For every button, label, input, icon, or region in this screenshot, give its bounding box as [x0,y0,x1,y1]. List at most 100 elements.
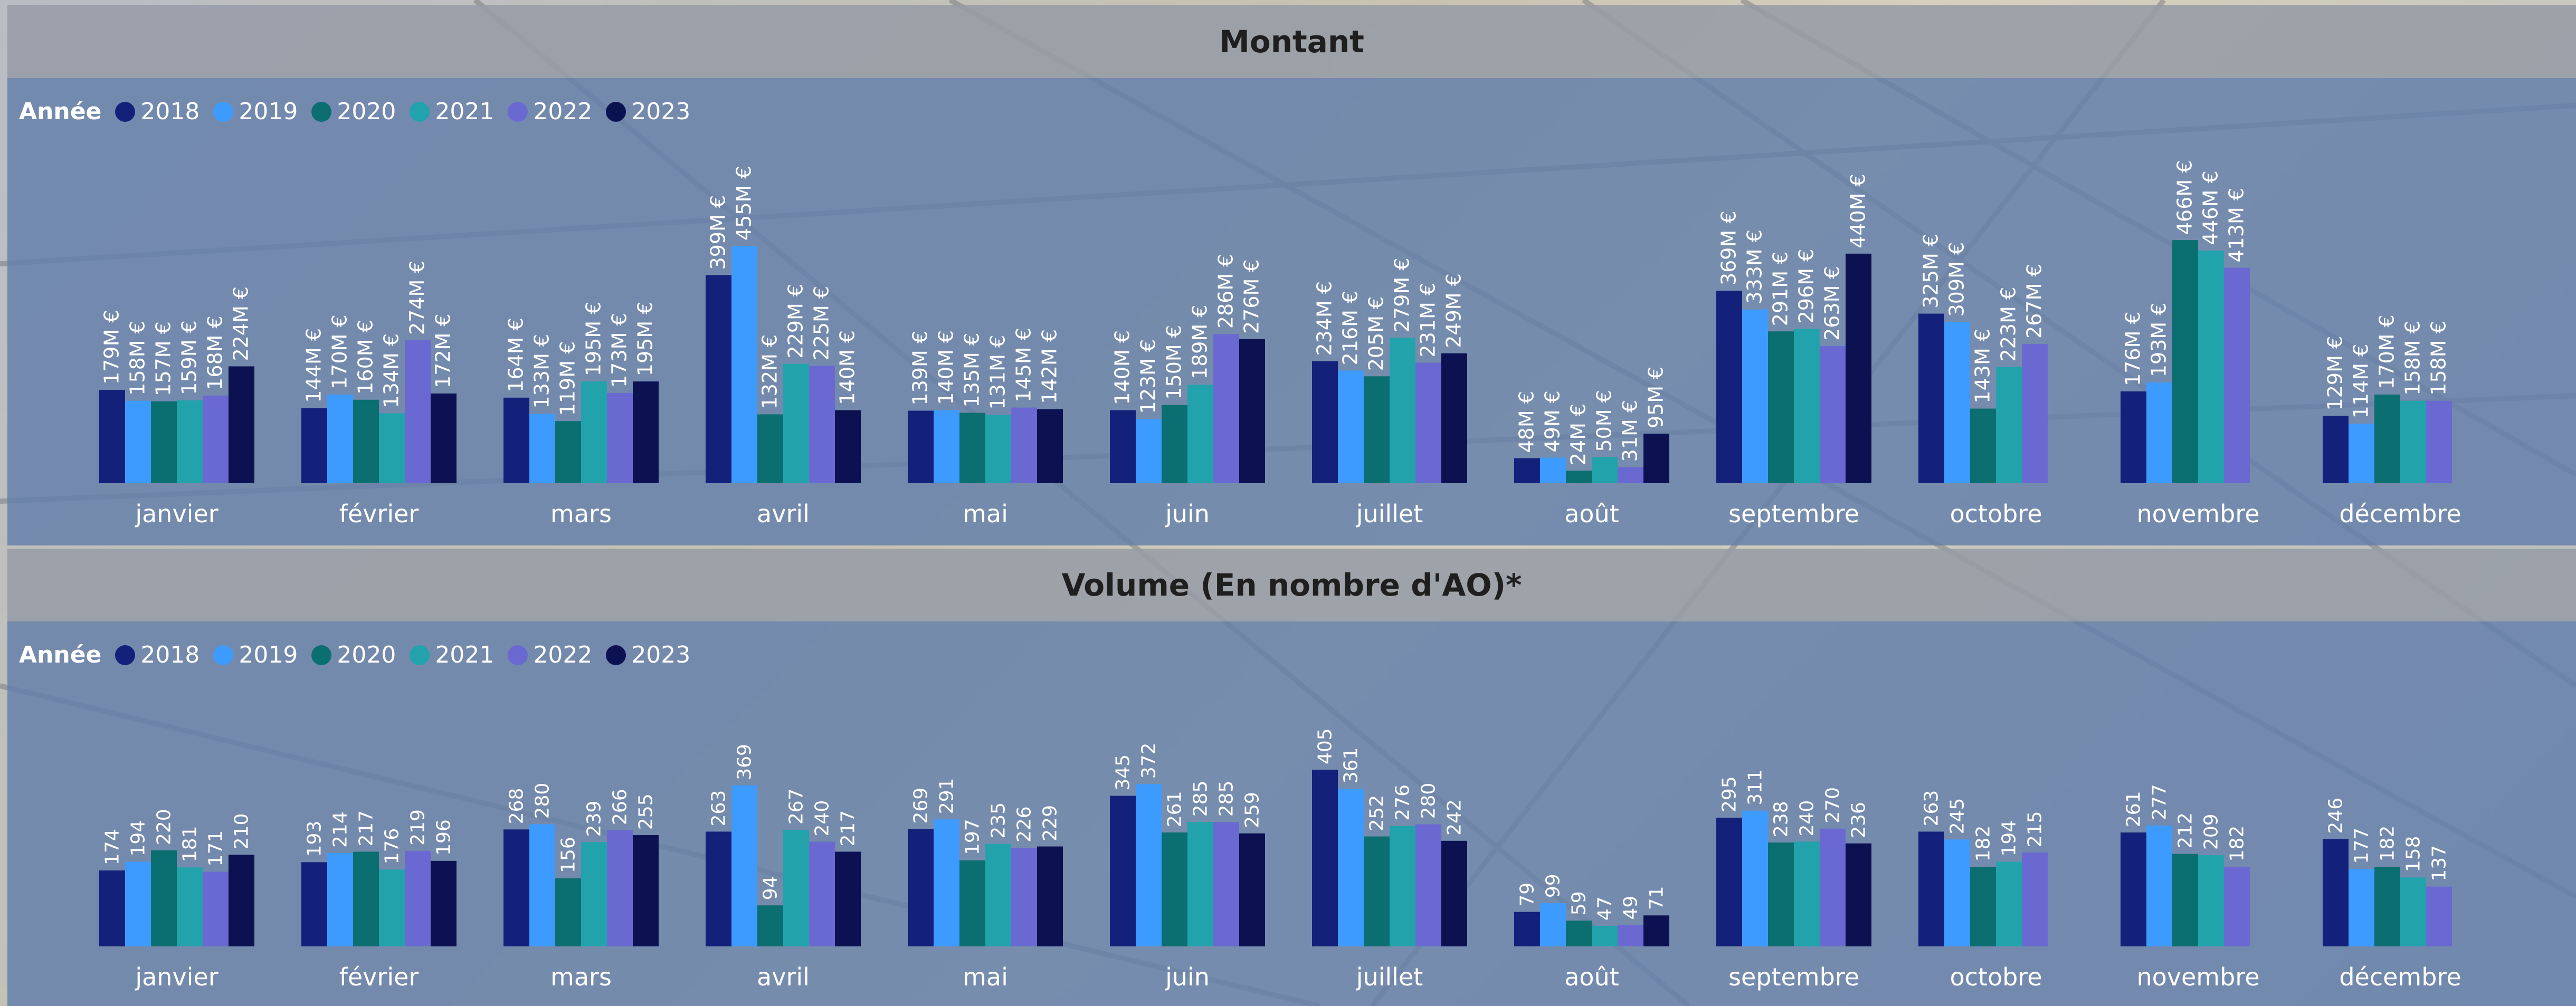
bar-2019-avril[interactable] [731,785,757,946]
bar-2019-janvier[interactable] [125,861,151,946]
bar-2022-juin[interactable] [1213,334,1239,483]
bar-2022-octobre[interactable] [2022,852,2048,946]
bar-2022-janvier[interactable] [203,395,229,483]
bar-2020-mars[interactable] [555,421,581,483]
bar-2018-août[interactable] [1514,912,1540,946]
bar-2018-octobre[interactable] [1918,831,1944,946]
bar-2023-février[interactable] [431,393,457,483]
bar-2019-novembre[interactable] [2146,382,2172,483]
bar-2018-août[interactable] [1514,458,1540,483]
bar-2018-juillet[interactable] [1312,770,1338,946]
bar-2019-mai[interactable] [934,410,959,483]
bar-2021-septembre[interactable] [1794,329,1820,483]
bar-2019-juin[interactable] [1136,419,1162,483]
bar-2020-août[interactable] [1566,471,1592,483]
bar-2022-novembre[interactable] [2224,867,2250,946]
legend-item-2022[interactable]: 2022 [508,641,592,668]
bar-2020-décembre[interactable] [2374,867,2400,946]
bar-2018-novembre[interactable] [2121,391,2146,483]
bar-2020-novembre[interactable] [2172,240,2198,483]
bar-2021-mars[interactable] [581,842,607,946]
bar-2020-juin[interactable] [1162,405,1187,483]
bar-2022-octobre[interactable] [2022,343,2048,483]
bar-2023-février[interactable] [431,860,457,946]
bar-2021-novembre[interactable] [2198,250,2224,483]
bar-2022-février[interactable] [405,340,431,483]
bar-2019-juillet[interactable] [1338,370,1364,483]
bar-2019-août[interactable] [1540,457,1566,483]
bar-2021-septembre[interactable] [1794,841,1820,946]
bar-2018-juin[interactable] [1110,410,1136,483]
bar-2023-janvier[interactable] [229,855,254,946]
legend-item-2021[interactable]: 2021 [410,641,494,668]
bar-2022-février[interactable] [405,850,431,946]
bar-2019-décembre[interactable] [2349,424,2374,483]
bar-2018-octobre[interactable] [1918,313,1944,483]
bar-2019-septembre[interactable] [1742,810,1768,946]
bar-2018-septembre[interactable] [1716,817,1742,946]
bar-2018-février[interactable] [301,862,327,946]
bar-2023-mai[interactable] [1037,846,1063,946]
bar-2021-février[interactable] [379,413,405,483]
bar-2019-novembre[interactable] [2146,825,2172,946]
bar-2021-avril[interactable] [783,363,809,483]
bar-2021-avril[interactable] [783,830,809,946]
bar-2023-avril[interactable] [835,410,861,483]
bar-2022-juillet[interactable] [1415,824,1441,946]
bar-2020-décembre[interactable] [2374,394,2400,483]
bar-2022-avril[interactable] [809,841,835,946]
bar-2018-avril[interactable] [706,831,731,946]
bar-2020-avril[interactable] [757,905,783,946]
bar-2020-octobre[interactable] [1970,867,1996,946]
bar-2019-décembre[interactable] [2349,869,2374,946]
bar-2022-avril[interactable] [809,366,835,483]
bar-2019-mars[interactable] [529,414,555,483]
bar-2022-août[interactable] [1618,925,1643,946]
bar-2019-juin[interactable] [1136,784,1162,946]
bar-2022-décembre[interactable] [2426,400,2452,483]
bar-2019-avril[interactable] [731,246,757,483]
bar-2022-mars[interactable] [607,392,633,483]
bar-2022-mai[interactable] [1011,407,1037,483]
bar-2018-mars[interactable] [503,397,529,483]
bar-2018-mai[interactable] [908,829,934,946]
bar-2023-septembre[interactable] [1846,253,1871,483]
bar-2023-mars[interactable] [633,381,659,483]
bar-2022-septembre[interactable] [1820,828,1846,946]
legend-item-2022[interactable]: 2022 [508,98,592,125]
bar-2021-mai[interactable] [985,415,1011,483]
legend-item-2023[interactable]: 2023 [606,98,690,125]
bar-2018-avril[interactable] [706,275,731,483]
legend-item-2018[interactable]: 2018 [115,641,199,668]
bar-2022-novembre[interactable] [2224,267,2250,483]
bar-2022-juillet[interactable] [1415,362,1441,483]
bar-2022-août[interactable] [1618,467,1643,483]
bar-2018-décembre[interactable] [2323,839,2349,946]
bar-2021-décembre[interactable] [2400,400,2426,483]
bar-2021-mars[interactable] [581,381,607,483]
legend-item-2019[interactable]: 2019 [213,98,298,125]
bar-2021-juin[interactable] [1187,385,1213,483]
legend-item-2020[interactable]: 2020 [311,98,396,125]
bar-2018-juin[interactable] [1110,796,1136,946]
bar-2021-juillet[interactable] [1390,338,1415,483]
bar-2023-juillet[interactable] [1441,353,1467,483]
bar-2019-février[interactable] [327,852,353,946]
bar-2021-octobre[interactable] [1996,367,2022,483]
bar-2020-février[interactable] [353,399,379,483]
legend-item-2023[interactable]: 2023 [606,641,690,668]
bar-2023-avril[interactable] [835,851,861,946]
bar-2019-septembre[interactable] [1742,309,1768,483]
bar-2018-novembre[interactable] [2121,832,2146,946]
bar-2020-avril[interactable] [757,414,783,483]
bar-2019-mars[interactable] [529,824,555,946]
bar-2023-mars[interactable] [633,835,659,946]
bar-2021-décembre[interactable] [2400,877,2426,946]
bar-2020-mai[interactable] [959,413,985,483]
bar-2019-février[interactable] [327,394,353,483]
bar-2019-octobre[interactable] [1944,839,1970,946]
bar-2020-juillet[interactable] [1364,376,1390,483]
bar-2023-juillet[interactable] [1441,840,1467,946]
legend-item-2021[interactable]: 2021 [410,98,494,125]
bar-2022-juin[interactable] [1213,822,1239,946]
